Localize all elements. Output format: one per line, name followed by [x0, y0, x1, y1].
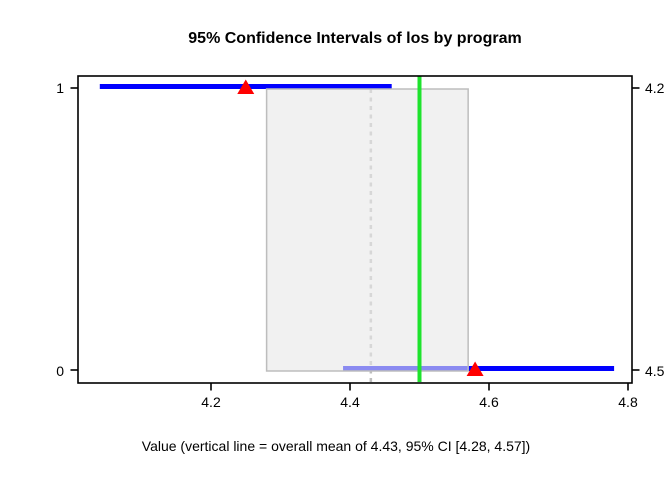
overall-ci-rect — [265, 88, 469, 372]
chart-title: 95% Confidence Intervals of los by progr… — [188, 30, 522, 47]
axis-ticks — [70, 87, 640, 391]
right-label-group0: 4.5 — [645, 363, 665, 379]
y-axis-label-group0: 0 — [56, 363, 64, 379]
plot-box — [77, 75, 633, 384]
x-tick-label-4.8: 4.8 — [618, 394, 638, 410]
mean-marker-group0 — [466, 361, 484, 376]
y-axis-label-group1: 1 — [56, 80, 64, 96]
mean-marker-group1 — [237, 79, 255, 94]
right-label-group1: 4.2 — [645, 80, 665, 96]
x-tick-label-4.6: 4.6 — [479, 394, 499, 410]
x-tick-label-4.4: 4.4 — [340, 394, 360, 410]
x-tick-label-4.2: 4.2 — [201, 394, 221, 410]
x-axis-title: Value (vertical line = overall mean of 4… — [141, 438, 531, 454]
